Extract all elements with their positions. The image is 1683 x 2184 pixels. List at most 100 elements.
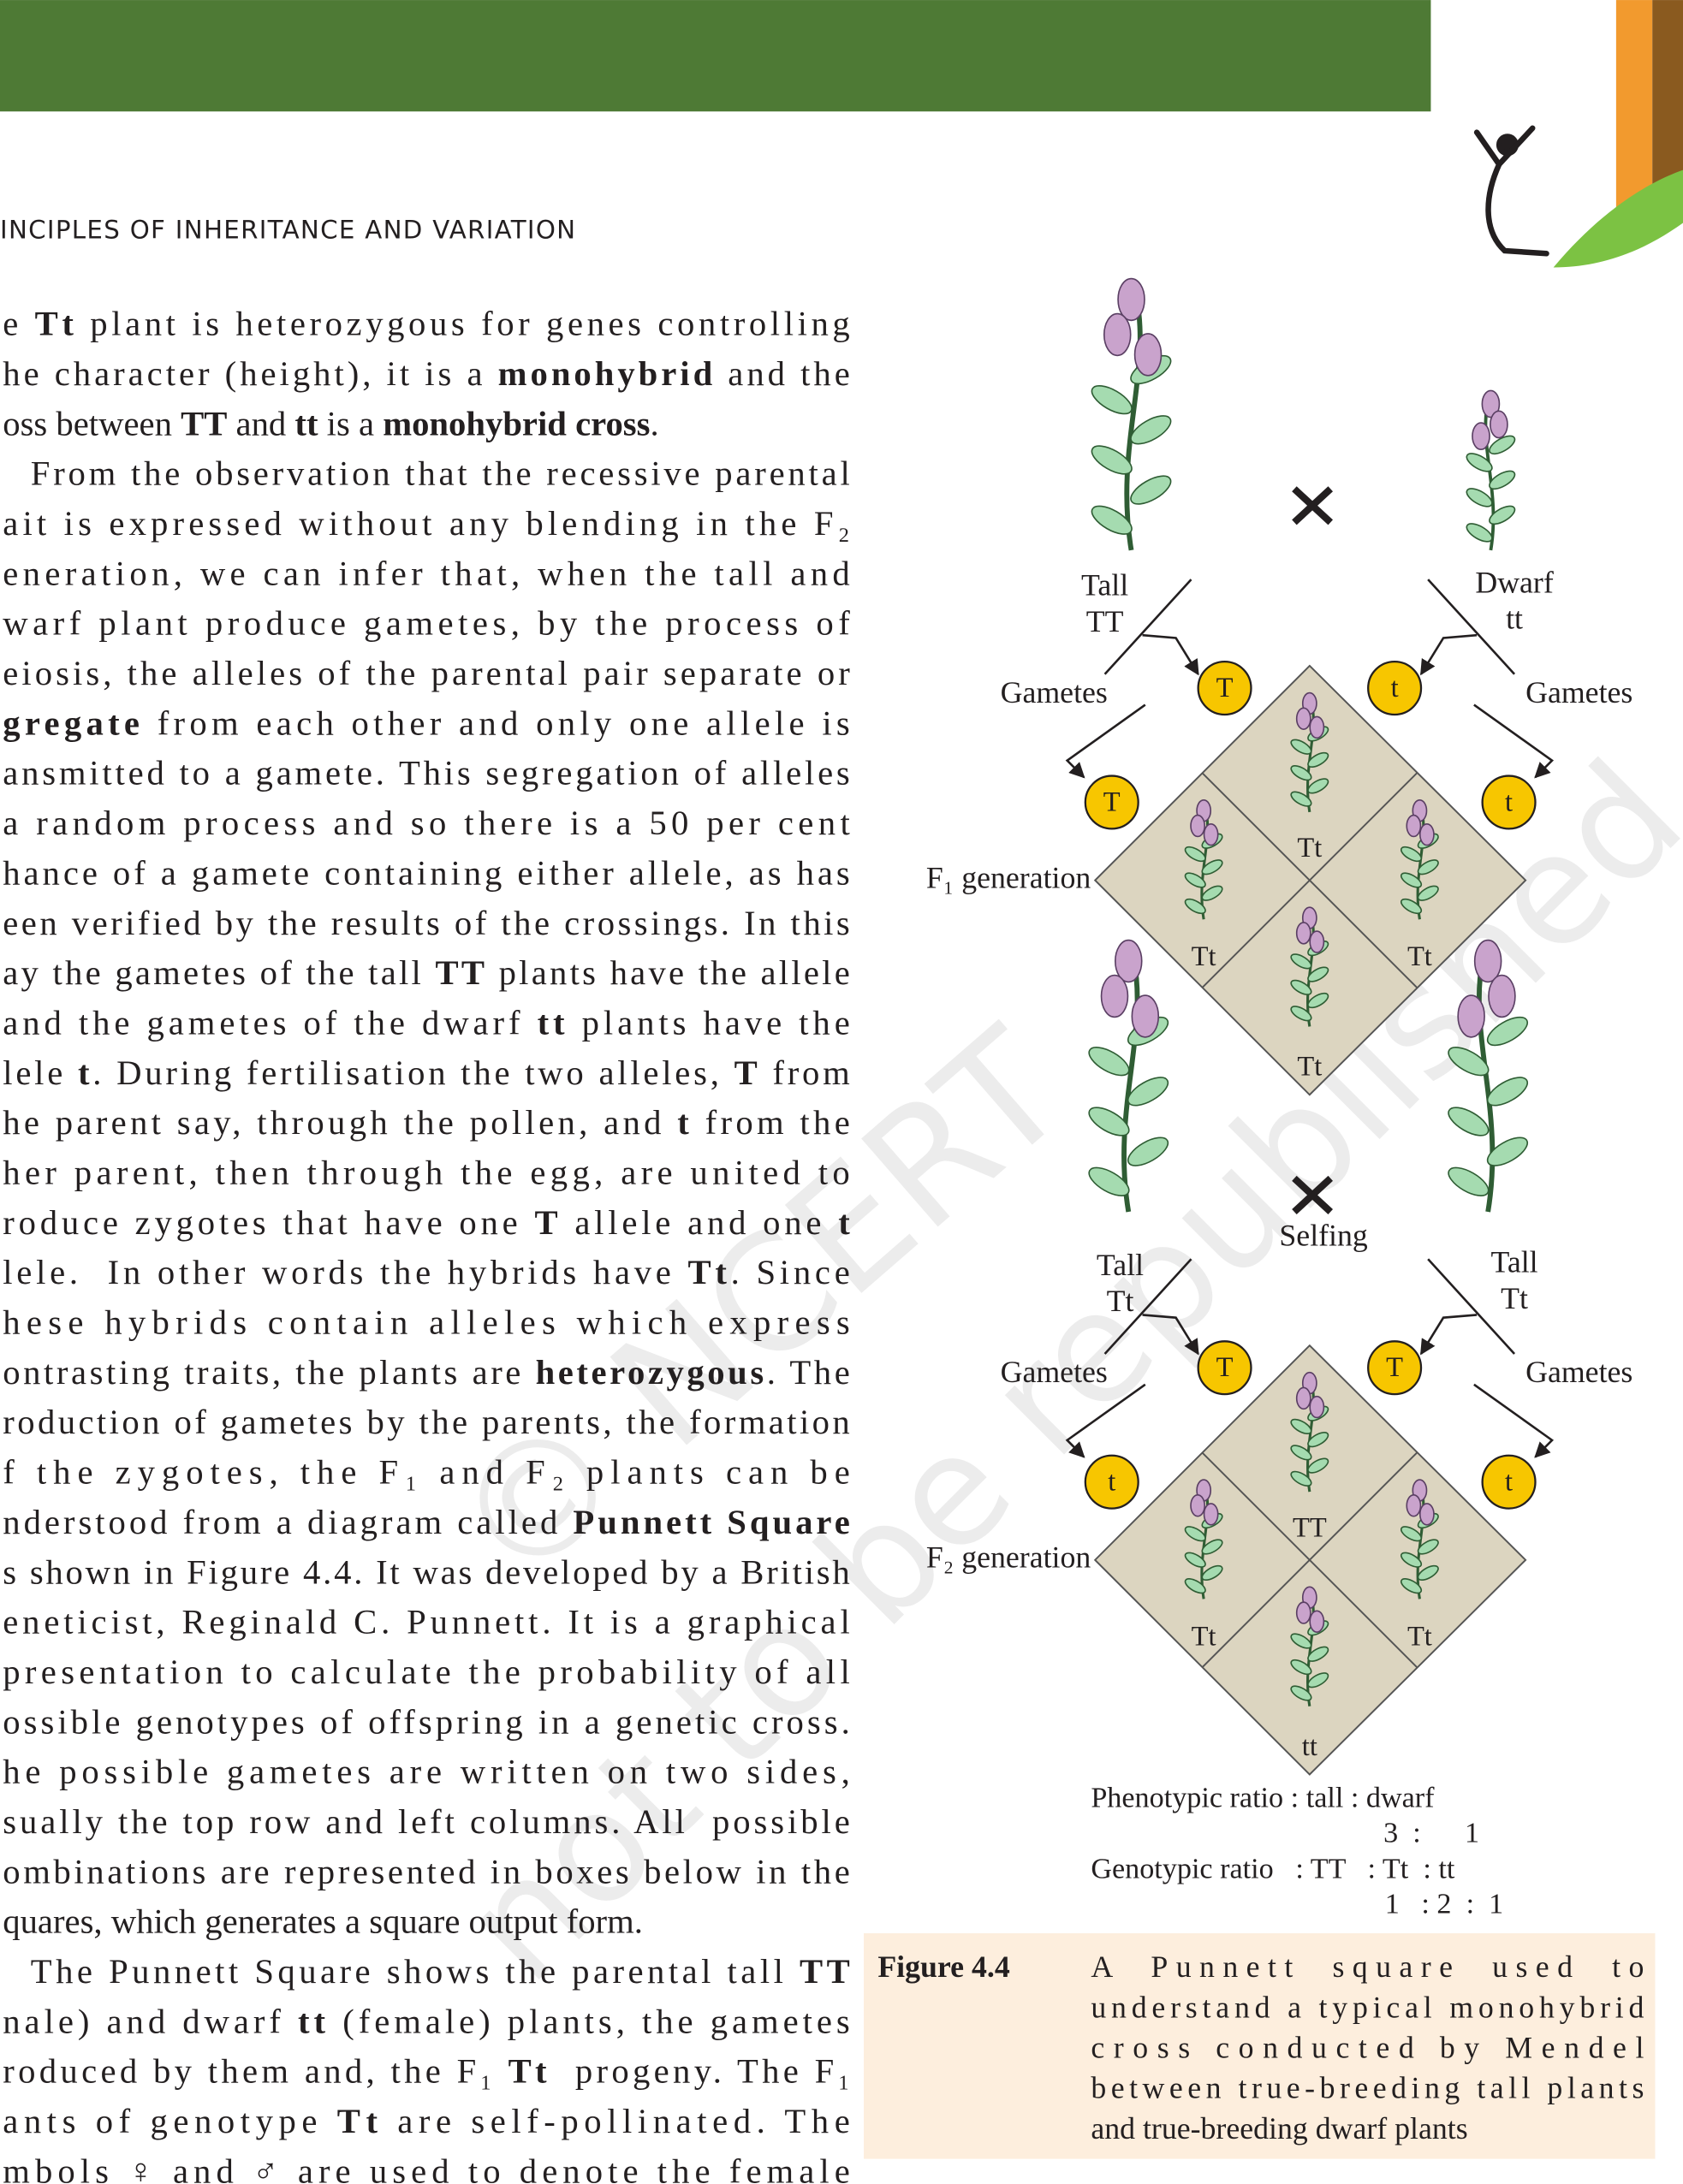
plant-leaf [1400,1578,1423,1594]
text-run: . During fertilisation the two alleles, [92,1053,731,1091]
plant-flower [1309,930,1325,953]
plant-leaf [1201,859,1223,875]
body-line: roduced by them and, the F₁ Tt progeny. … [3,2051,850,2090]
bold-run: TT [181,404,227,442]
plant-leaf [1417,885,1439,901]
caption-line: understand a typical monohybrid [1091,1990,1644,2024]
plant-leaf [1184,1552,1206,1568]
gamete-circle [1481,774,1537,830]
text-run: is a [318,404,384,442]
bold-run: Tt [687,1253,727,1291]
plant-leaf [1486,1016,1529,1047]
caption-line: between true-breeding tall plants [1091,2071,1644,2105]
plant-flower [1457,994,1485,1038]
gamete-arrow [1142,633,1199,676]
text-run: he character (height), it is a [3,353,494,392]
plant-leaf [1466,488,1493,507]
plant-flower [1488,974,1516,1018]
text-run: eneration, we can infer that, when the t… [3,554,850,592]
plant-illustration [1400,799,1439,920]
plant-flower [1309,1395,1325,1419]
bracket-line [1103,579,1192,675]
bold-run: TT [800,1952,850,1991]
plant-illustration [1088,939,1169,1213]
plant-flower [1295,922,1311,945]
figure-label: Tt [1407,1621,1432,1652]
text-run: her parent, then through the egg, are un… [3,1153,850,1191]
body-line: hese hybrids contain alleles which expre… [3,1303,850,1341]
body-line: hance of a gamete containing either alle… [3,853,850,892]
plant-flower [1131,994,1160,1038]
plant-flower [1100,974,1129,1018]
figure-label: Tt [1107,1284,1134,1318]
bold-run: t [78,1053,90,1091]
body-line: mbols ♀ and ♂ are used to denote the fem… [3,2151,850,2184]
bold-run: monohybrid [498,353,713,392]
bold-run: T [534,1202,557,1241]
bold-run: tt [538,1003,565,1042]
body-line: roduce zygotes that have one T allele an… [3,1202,850,1241]
text-run: plant is heterozygous for genes controll… [78,304,850,342]
text-run: The Punnett Square shows the parental ta… [31,1952,796,1991]
plant-leaf [1400,872,1423,888]
plant-flower [1481,389,1501,418]
figure-label: Tt [1297,833,1322,864]
plant-leaf [1466,453,1493,472]
bold-run: t [677,1103,689,1142]
figure-label: T [1103,786,1121,817]
plant-flower [1103,312,1132,357]
plant-leaf [1400,846,1423,863]
text-run: s shown in Figure 4.4. It was developed … [3,1552,850,1591]
plant-leaf [1307,992,1329,1009]
plant-illustration [1290,1586,1329,1706]
gamete-arrow [1419,633,1478,676]
plant-leaf [1448,1047,1490,1077]
body-line: ait is expressed without any blending in… [3,504,850,543]
plant-leaf [1290,1633,1312,1649]
plant-leaf [1400,898,1423,915]
plant-leaf [1127,1137,1169,1166]
text-run: lele [3,1053,74,1091]
text-run: he possible gametes are written on two s… [3,1752,850,1790]
text-run: een verified by the results of the cross… [3,903,850,941]
body-line: From the observation that the recessive … [31,454,850,492]
plant-leaf [1307,966,1329,982]
plant-leaf [1417,1564,1439,1582]
text-run: progeny. The F₁ [550,2051,850,2090]
plant-illustration [1184,1479,1223,1599]
gamete-circle [1197,1340,1252,1396]
figure-label: Tall [1081,568,1128,602]
text-run: from each other and only one allele is [144,703,849,742]
figure-label: TT [1086,604,1124,638]
plant-stem [1124,299,1143,551]
text-run: . The [767,1352,850,1391]
gamete-circle [1367,1340,1423,1396]
plant-leaf [1290,1418,1312,1435]
text-run: e [3,304,31,342]
plant-leaf [1130,415,1172,445]
plant-leaf [1307,778,1329,794]
plant-leaf [1127,1077,1169,1107]
body-line: a random process and so there is a 50 pe… [3,804,850,842]
body-line: warf plant produce gametes, by the proce… [3,603,850,642]
text-run: plants have the allele [487,953,850,992]
text-run: sually the top row and left columns. All… [3,1801,850,1840]
plant-leaf [1400,1526,1423,1542]
figure-label: t [1505,786,1513,817]
body-line: he character (height), it is a monohybri… [3,353,850,392]
text-run: presentation to calculate the probabilit… [3,1652,850,1690]
plant-leaf [1489,505,1516,525]
figure-label: Gametes [1001,675,1108,709]
body-line: ants of genotype Tt are self-pollinated.… [3,2102,850,2140]
plant-illustration [1091,277,1172,551]
text-run: a random process and so there is a 50 pe… [3,804,850,842]
gamete-arrow [1419,1314,1478,1356]
body-line: ontrasting traits, the plants are hetero… [3,1352,850,1391]
plant-leaf [1184,1526,1206,1542]
plant-leaf [1290,1006,1312,1022]
gamete-arrow [1473,703,1555,779]
figure-label: tt [1506,602,1523,636]
text-run: eiosis, the alleles of the parental pair… [3,654,850,692]
plant-leaf [1307,751,1329,769]
